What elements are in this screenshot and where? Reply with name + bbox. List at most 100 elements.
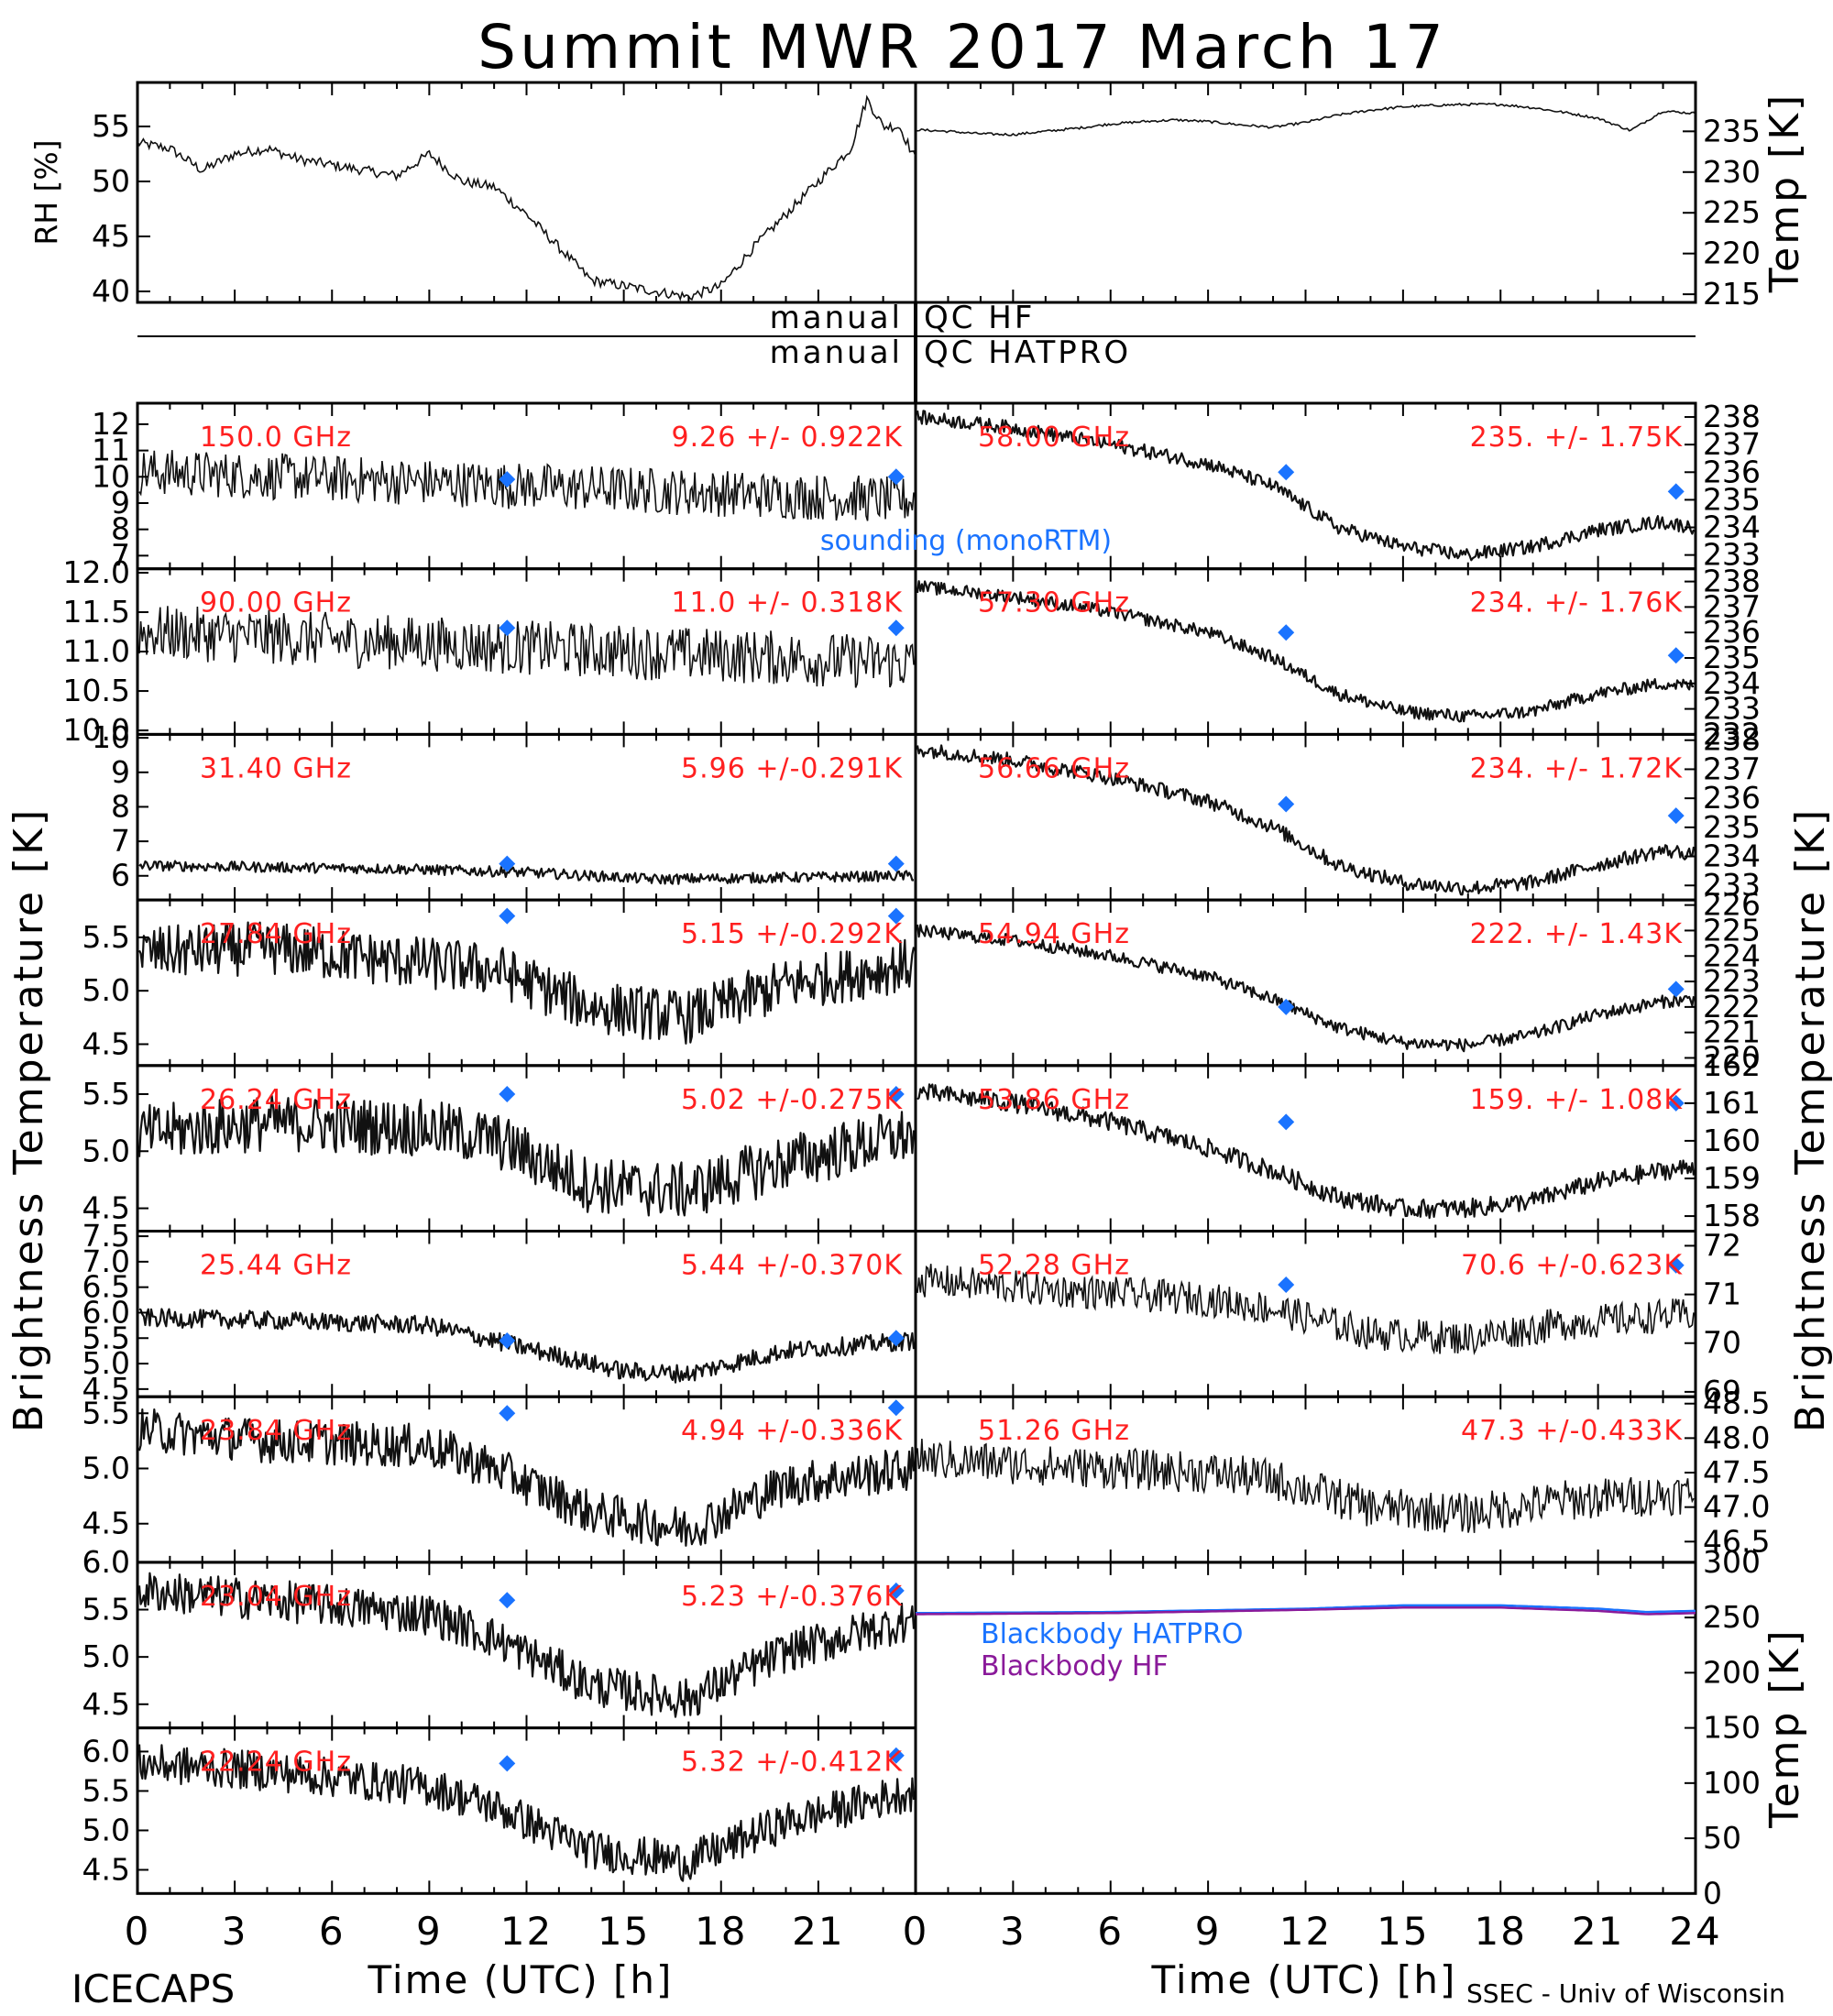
ch-25.44-frequency-label: 25.44 GHz <box>200 1250 352 1282</box>
blackbody-x-tick-label: 12 <box>1279 1909 1332 1954</box>
blackbody-x-tick-label: 9 <box>1195 1909 1222 1954</box>
ch-54.94-y-tick-label: 226 <box>1703 887 1761 923</box>
ch-150-y-tick-label: 12 <box>92 406 130 442</box>
ch-150-y-tick-label: 11 <box>92 433 130 468</box>
ch-150-y-tick-label: 10 <box>92 458 130 494</box>
ch-22.24-trace <box>137 1744 916 1882</box>
ch-52.28-trace <box>916 1264 1695 1355</box>
ch-57.30-y-tick-label: 234 <box>1703 665 1761 701</box>
blackbody-series-1 <box>916 1606 1696 1616</box>
ch-51.26-y-tick-label: 47.5 <box>1703 1454 1770 1490</box>
ch-150-y-tick-label: 9 <box>111 485 130 520</box>
blackbody-y-tick-label: 150 <box>1703 1710 1761 1746</box>
rh-panel-frame <box>136 81 917 304</box>
ch-23.04-trace <box>137 1572 916 1718</box>
ch-150-frequency-label: 150.0 GHz <box>200 422 352 454</box>
ch-53.86-y-tick-label: 161 <box>1703 1085 1761 1121</box>
ch-51.26-y-tick-label: 46.5 <box>1703 1523 1770 1559</box>
panel-blackbody: 0 50 100 150 200 250 300 Temp [K] 0 3 6 9 12 15 18 21 24 <box>903 1544 1808 1954</box>
blackbody-x-tick-label: 24 <box>1669 1909 1721 1954</box>
ch-58.00-trace <box>916 410 1696 562</box>
ch-26.24-stat-label: 5.02 +/-0.275K <box>681 1084 903 1116</box>
ch-57.30-y-tick-label: 232 <box>1703 716 1761 751</box>
ch-58.00-y-tick-label: 238 <box>1703 399 1761 434</box>
ch-57.30-y-tick-label: 238 <box>1703 564 1761 599</box>
figure-title: Summit MWR 2017 March 17 <box>477 12 1447 82</box>
blackbody-y-tick-label: 0 <box>1703 1875 1722 1911</box>
ch-51.26-y-tick-label: 48.5 <box>1703 1386 1770 1421</box>
ch-52.28-y-tick-label: 71 <box>1703 1276 1741 1312</box>
ch-22.24-y-tick-label: 4.5 <box>82 1851 130 1887</box>
ch-31.4-y-tick-label: 10 <box>92 719 130 755</box>
ch-23.84-y-tick-label: 5.5 <box>82 1395 130 1430</box>
ch-27.84-y-tick-label: 5.0 <box>82 972 130 1008</box>
ch-26.24-sounding-point <box>887 1085 905 1102</box>
ch-27.84-sounding-point <box>887 907 905 925</box>
ch-90-y-tick-label: 12.0 <box>63 554 130 590</box>
ch-27.84-trace <box>138 921 916 1045</box>
ch-54.94-sounding-point <box>1667 981 1685 998</box>
ch-31.4-trace <box>138 860 915 885</box>
ch-25.44-trace <box>138 1308 916 1384</box>
ch-25.44-y-tick-label: 6.0 <box>82 1294 130 1330</box>
ch-51.26-frequency-label: 51.26 GHz <box>978 1415 1130 1447</box>
left-x-tick-label: 9 <box>416 1909 443 1954</box>
ch-57.30-trace <box>916 580 1695 723</box>
blackbody-y-tick-label: 50 <box>1703 1820 1741 1856</box>
ch-26.24-frequency-label: 26.24 GHz <box>200 1084 352 1116</box>
ch-27.84-frequency-label: 27.84 GHz <box>200 918 352 950</box>
ch-27.84-y-tick-label: 4.5 <box>82 1025 130 1061</box>
ch-53.86-y-tick-label: 162 <box>1703 1047 1761 1083</box>
ch-31.4-y-tick-label: 6 <box>111 858 130 893</box>
ch-25.44-sounding-point <box>887 1330 905 1347</box>
ch-57.30-sounding-point <box>1278 624 1295 641</box>
temp-y-tick-label: 235 <box>1703 113 1761 148</box>
ch-54.94-stat-label: 222. +/- 1.43K <box>1470 918 1684 950</box>
panel-ch-22.24: 4.5 5.0 5.56.0 22.24 GHz 5.32 +/-0.412K <box>82 1726 917 1895</box>
ch-58.00-frequency-label: 58.00 GHz <box>978 422 1130 454</box>
panel-ch-23.84: 4.5 5.0 5.5 23.84 GHz 4.94 +/-0.336K <box>82 1395 917 1564</box>
ch-54.94-y-tick-label: 222 <box>1703 989 1761 1024</box>
ch-23.84-frequency-label: 23.84 GHz <box>200 1415 352 1447</box>
ch-23.84-y-tick-label: 5.0 <box>82 1451 130 1486</box>
ch-31.4-y-tick-label: 8 <box>111 788 130 824</box>
blackbody-y-tick-label: 100 <box>1703 1765 1761 1801</box>
panel-ch-90: 10.0 10.5 11.011.5 12.0 90.00 GHz 11.0 +/- 0.… <box>63 554 917 748</box>
ch-54.94-y-tick-label: 225 <box>1703 912 1761 948</box>
ch-150-sounding-point <box>499 471 516 488</box>
ch-51.26-trace <box>916 1439 1695 1533</box>
ch-22.24-y-tick-label: 5.0 <box>82 1812 130 1847</box>
rh-axis-label: RH [%] <box>28 139 64 245</box>
ch-23.84-sounding-point <box>499 1405 516 1422</box>
ch-31.4-sounding-point <box>499 855 516 872</box>
blackbody-x-tick-label: 0 <box>903 1909 929 1954</box>
ch-57.30-sounding-point <box>1667 647 1685 664</box>
ch-25.44-y-tick-label: 7.5 <box>82 1218 130 1254</box>
ch-22.24-sounding-point <box>887 1747 905 1764</box>
ch-150-stat-label: 9.26 +/- 0.922K <box>672 422 904 454</box>
ch-56.66-y-tick-label: 237 <box>1703 751 1761 786</box>
qc-hf-label: QC HF <box>924 300 1035 336</box>
blackbody-y-tick-label: 200 <box>1703 1654 1761 1690</box>
temp-line <box>915 102 1696 137</box>
rh-layer: 40 45 50 55 <box>92 82 916 309</box>
ch-54.94-y-tick-label: 221 <box>1703 1014 1761 1050</box>
left-x-tick-label: 6 <box>319 1909 346 1954</box>
ch-56.66-y-tick-label: 233 <box>1703 867 1761 903</box>
ch-90-y-tick-label: 11.5 <box>63 594 130 630</box>
ch-56.66-frequency-label: 56.66 GHz <box>978 752 1130 784</box>
ch-54.94-trace <box>916 924 1696 1053</box>
ch-25.44-y-tick-label: 4.5 <box>82 1371 130 1407</box>
temp-axis-label: Temp [K] <box>1762 93 1808 293</box>
ch-58.00-y-tick-label: 236 <box>1703 454 1761 489</box>
ch-56.66-sounding-point <box>1667 807 1685 825</box>
panel-ch-27.84: 4.5 5.0 5.5 27.84 GHz 5.15 +/-0.292K <box>82 898 917 1068</box>
ch-51.26-y-tick-label: 47.0 <box>1703 1489 1770 1525</box>
